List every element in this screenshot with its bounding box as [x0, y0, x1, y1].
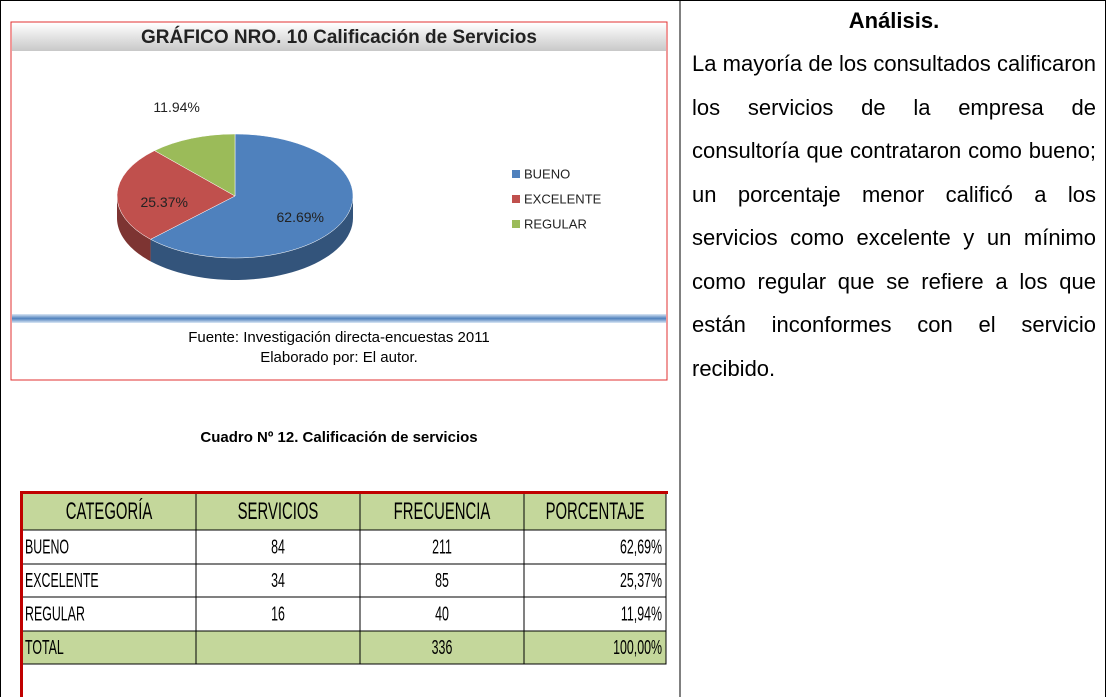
legend-swatch — [512, 220, 520, 228]
analysis: Análisis. La mayoría de los consultados … — [692, 8, 1096, 390]
table-cell: 211 — [432, 535, 452, 558]
table-left-border — [20, 491, 23, 697]
analysis-text: La mayoría de los consultados calificaro… — [692, 51, 1096, 381]
pie-slice — [116, 150, 236, 240]
legend-swatch — [512, 170, 520, 178]
table-cell: 100,00% — [613, 636, 662, 659]
table-row — [21, 630, 667, 665]
title-bar — [12, 23, 666, 51]
table-cell: FRECUENCIA — [394, 498, 491, 524]
table-row — [21, 529, 667, 565]
table-cell: 84 — [271, 535, 285, 558]
table-cell: 16 — [271, 602, 285, 625]
legend-swatch — [512, 195, 520, 203]
legend-label: REGULAR — [524, 216, 587, 231]
table-cell: REGULAR — [25, 602, 85, 625]
table-cell: SERVICIOS — [238, 498, 319, 524]
table-cell: 336 — [432, 636, 453, 659]
table-cell: 40 — [435, 602, 449, 625]
analysis-title: Análisis. — [848, 8, 940, 33]
data-label: 25.37% — [140, 194, 187, 210]
legend-label: EXCELENTE — [524, 191, 602, 206]
table-cell: 62,69% — [620, 535, 662, 558]
data-label: 11.94% — [153, 99, 199, 115]
pie-slice — [154, 133, 236, 197]
table-cell: BUENO — [25, 535, 69, 558]
table-cell: EXCELENTE — [25, 569, 99, 592]
table-cell: 11,94% — [621, 602, 662, 625]
data-label: 62.69% — [277, 209, 324, 225]
table-cell: TOTAL — [25, 636, 64, 659]
table-top-border — [20, 491, 668, 494]
author: Elaborado por: El autor. — [260, 349, 418, 366]
table-caption: Cuadro Nº 12. Calificación de servicios — [200, 429, 477, 446]
table-cell: 34 — [271, 569, 285, 592]
table-cell: 25,37% — [620, 569, 662, 592]
table-cell: 85 — [435, 569, 449, 592]
legend-label: BUENO — [524, 166, 570, 181]
source: Fuente: Investigación directa-encuestas … — [188, 329, 490, 346]
table-row — [21, 563, 667, 598]
chart-title: GRÁFICO NRO. 10 Calificación de Servicio… — [141, 26, 537, 48]
pie-slice — [150, 133, 354, 259]
table: CATEGORÍA SERVICIOS FRECUENCIA PORCENTAJE BU… — [20, 491, 668, 697]
pie-side — [150, 196, 353, 280]
table-row — [21, 596, 667, 632]
table-cell: PORCENTAJE — [546, 498, 645, 524]
table-cell: CATEGORÍA — [66, 497, 153, 525]
footer-band — [12, 314, 666, 323]
pie-side — [117, 196, 151, 262]
